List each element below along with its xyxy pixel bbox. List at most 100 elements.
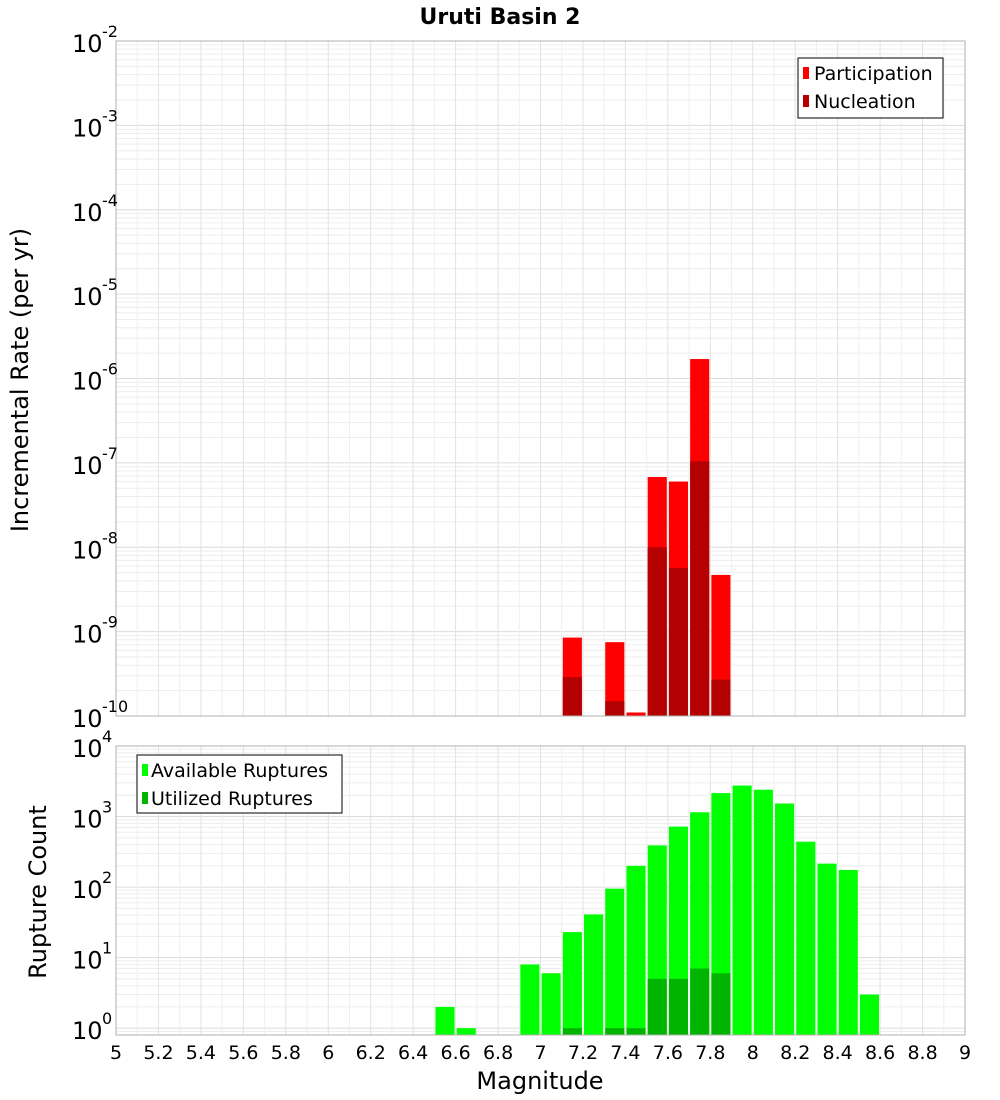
bottom-bar-utilized-ruptures (647, 978, 667, 1035)
legend-label-utilized: Utilized Ruptures (151, 788, 313, 810)
x-tick-label: 5.8 (271, 1042, 301, 1064)
legend-swatch-participation (803, 67, 809, 79)
svg-text:10: 10 (72, 536, 103, 564)
svg-text:-3: -3 (102, 106, 118, 125)
x-tick-label: 6.6 (440, 1042, 470, 1064)
top-bar-nucleation (668, 567, 689, 716)
svg-text:10: 10 (72, 30, 103, 58)
bottom-bar-available-ruptures (626, 865, 646, 1035)
bottom-bar-available-ruptures (838, 869, 858, 1035)
x-tick-label: 8.4 (823, 1042, 853, 1064)
x-tick-label: 7.4 (610, 1042, 640, 1064)
top-grid (115, 40, 966, 717)
x-tick-label: 7.2 (568, 1042, 598, 1064)
bottom-y-tick-label: 10 3 (72, 798, 112, 834)
x-tick-label: 7.8 (695, 1042, 725, 1064)
bottom-bar-utilized-ruptures (711, 973, 731, 1035)
top-y-tick-label: 10 -9 (72, 613, 118, 649)
svg-text:10: 10 (72, 806, 103, 834)
bottom-y-axis-label: Rupture Count (24, 805, 52, 979)
svg-text:-8: -8 (102, 528, 118, 547)
bottom-legend: Available Ruptures Utilized Ruptures (136, 754, 343, 814)
top-y-tick-label: 10 -4 (72, 191, 118, 227)
x-tick-label: 5.6 (228, 1042, 258, 1064)
top-legend: Participation Nucleation (797, 57, 944, 119)
top-y-tick-label: 10 -5 (72, 275, 118, 311)
top-plot-border (115, 40, 966, 717)
bottom-bar-available-ruptures (753, 789, 773, 1035)
top-bar-nucleation (690, 461, 710, 716)
top-bar-nucleation (647, 547, 667, 716)
bottom-bar-available-ruptures (775, 803, 795, 1035)
x-tick-label: 6.8 (483, 1042, 513, 1064)
bottom-bar-utilized-ruptures (690, 968, 710, 1035)
svg-text:10: 10 (72, 735, 103, 763)
svg-text:1: 1 (102, 939, 112, 958)
svg-text:10: 10 (72, 1017, 103, 1045)
bottom-bar-available-ruptures (732, 785, 752, 1035)
top-bar-nucleation (562, 676, 582, 716)
bottom-y-tick-label: 10 0 (72, 1009, 112, 1045)
svg-text:10: 10 (72, 705, 103, 733)
bottom-y-tick-label: 10 2 (72, 868, 112, 904)
top-y-tick-label: 10 -7 (72, 444, 118, 480)
svg-text:-7: -7 (102, 444, 118, 463)
bottom-y-tick-label: 10 1 (72, 939, 112, 975)
bottom-bar-available-ruptures (435, 1006, 455, 1035)
bottom-bar-utilized-ruptures (605, 1028, 625, 1035)
x-tick-label: 6 (322, 1042, 334, 1064)
bottom-bar-available-ruptures (817, 863, 837, 1035)
legend-swatch-available (142, 764, 148, 776)
x-tick-label: 8 (747, 1042, 759, 1064)
bottom-bar-utilized-ruptures (668, 978, 689, 1035)
x-tick-label: 8.2 (780, 1042, 810, 1064)
chart-title: Uruti Basin 2 (420, 5, 581, 30)
bottom-bar-available-ruptures (562, 932, 582, 1035)
top-y-tick-label: 10 -6 (72, 360, 118, 396)
legend-label-available: Available Ruptures (151, 760, 328, 782)
legend-swatch-utilized (142, 792, 148, 804)
svg-text:10: 10 (72, 283, 103, 311)
bottom-y-tick-label: 10 4 (72, 727, 112, 763)
bottom-bar-available-ruptures (584, 914, 604, 1035)
svg-text:-9: -9 (102, 613, 118, 632)
x-tick-label: 5.4 (186, 1042, 216, 1064)
bottom-bar-utilized-ruptures (626, 1028, 646, 1035)
top-y-tick-label: 10 -10 (72, 697, 128, 733)
top-bar-participation (605, 642, 625, 716)
legend-label-participation: Participation (814, 63, 933, 85)
x-axis-label: Magnitude (476, 1067, 603, 1095)
svg-text:-4: -4 (102, 191, 118, 210)
x-tick-label: 7 (534, 1042, 546, 1064)
legend-swatch-nucleation (803, 95, 809, 107)
svg-text:-6: -6 (102, 360, 118, 379)
x-tick-label: 7.6 (653, 1042, 683, 1064)
svg-text:0: 0 (102, 1009, 112, 1028)
x-tick-label: 8.6 (865, 1042, 895, 1064)
svg-text:-5: -5 (102, 275, 118, 294)
svg-text:10: 10 (72, 114, 103, 142)
top-y-tick-label: 10 -8 (72, 528, 118, 564)
bottom-bar-available-ruptures (541, 973, 561, 1035)
top-bar-nucleation (605, 701, 625, 716)
bottom-bar-available-ruptures (605, 888, 625, 1035)
x-tick-label: 5 (110, 1042, 122, 1064)
x-tick-label: 9 (959, 1042, 971, 1064)
svg-text:-10: -10 (102, 697, 128, 716)
svg-text:3: 3 (102, 798, 112, 817)
svg-text:10: 10 (72, 621, 103, 649)
top-y-axis-label: Incremental Rate (per yr) (6, 228, 34, 532)
bottom-plot-area: 10 010 110 210 310 45 5.2 5.4 5.6 5.8 6 6.2 6.4 6.6 6.… (72, 727, 971, 1064)
bottom-bar-available-ruptures (520, 964, 540, 1035)
svg-text:4: 4 (102, 727, 112, 746)
svg-text:10: 10 (72, 452, 103, 480)
bottom-bar-utilized-ruptures (562, 1028, 582, 1035)
x-tick-label: 6.4 (398, 1042, 428, 1064)
x-tick-label: 5.2 (143, 1042, 173, 1064)
x-tick-label: 8.8 (907, 1042, 937, 1064)
top-bar-nucleation (711, 679, 731, 716)
svg-text:10: 10 (72, 947, 103, 975)
bottom-bar-available-ruptures (796, 841, 816, 1035)
